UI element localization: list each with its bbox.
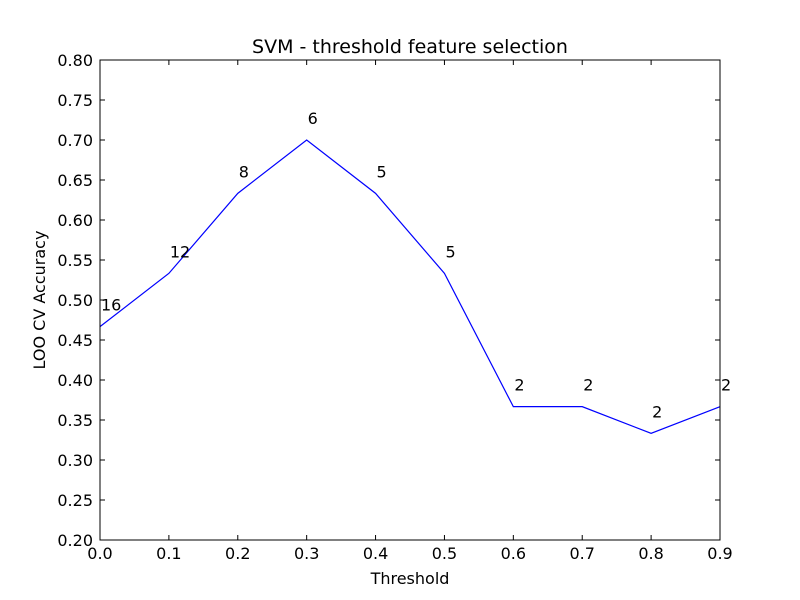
point-label: 16 <box>101 296 121 315</box>
x-tick-label: 0.0 <box>87 544 112 563</box>
point-label: 2 <box>652 402 662 421</box>
x-tick-label: 0.5 <box>432 544 457 563</box>
y-tick-label: 0.75 <box>57 91 93 110</box>
series-layer <box>99 139 721 435</box>
y-tick-label: 0.35 <box>57 411 93 430</box>
x-tick-label: 0.3 <box>294 544 319 563</box>
y-axis-label: LOO CV Accuracy <box>30 231 49 370</box>
y-tick-label: 0.50 <box>57 291 93 310</box>
x-tick-label: 0.2 <box>225 544 250 563</box>
point-labels-layer: 16 12 8 6 5 5 2 2 2 2 <box>101 109 731 421</box>
x-axis-label: Threshold <box>370 569 450 588</box>
y-tick-label: 0.70 <box>57 131 93 150</box>
x-tick-label: 0.6 <box>501 544 526 563</box>
point-label: 8 <box>239 162 249 181</box>
plot-frame <box>99 59 721 541</box>
x-tick-label: 0.9 <box>707 544 732 563</box>
point-label: 5 <box>377 162 387 181</box>
chart-title: SVM - threshold feature selection <box>252 36 568 58</box>
point-label: 6 <box>308 109 318 128</box>
y-tick-label: 0.80 <box>57 51 93 70</box>
x-tick-label: 0.4 <box>363 544 388 563</box>
y-tick-label: 0.45 <box>57 331 93 350</box>
point-label: 12 <box>170 242 190 261</box>
series-line <box>99 139 721 435</box>
point-label: 5 <box>445 242 455 261</box>
x-tick-label: 0.1 <box>156 544 181 563</box>
y-tick-label: 0.30 <box>57 451 93 470</box>
point-label: 2 <box>514 376 524 395</box>
y-tick-label: 0.55 <box>57 251 93 270</box>
y-tick-label: 0.25 <box>57 491 93 510</box>
y-tick-label: 0.65 <box>57 171 93 190</box>
ticks-layer: 0.0 0.1 0.2 0.3 0.4 0.5 0.6 0.7 0.8 0.9 0.20 0.25 0.… <box>57 51 732 563</box>
y-tick-label: 0.40 <box>57 371 93 390</box>
x-tick-label: 0.7 <box>569 544 594 563</box>
x-tick-label: 0.8 <box>638 544 663 563</box>
y-tick-label: 0.60 <box>57 211 93 230</box>
point-label: 2 <box>721 376 731 395</box>
point-label: 2 <box>583 376 593 395</box>
y-tick-label: 0.20 <box>57 531 93 550</box>
